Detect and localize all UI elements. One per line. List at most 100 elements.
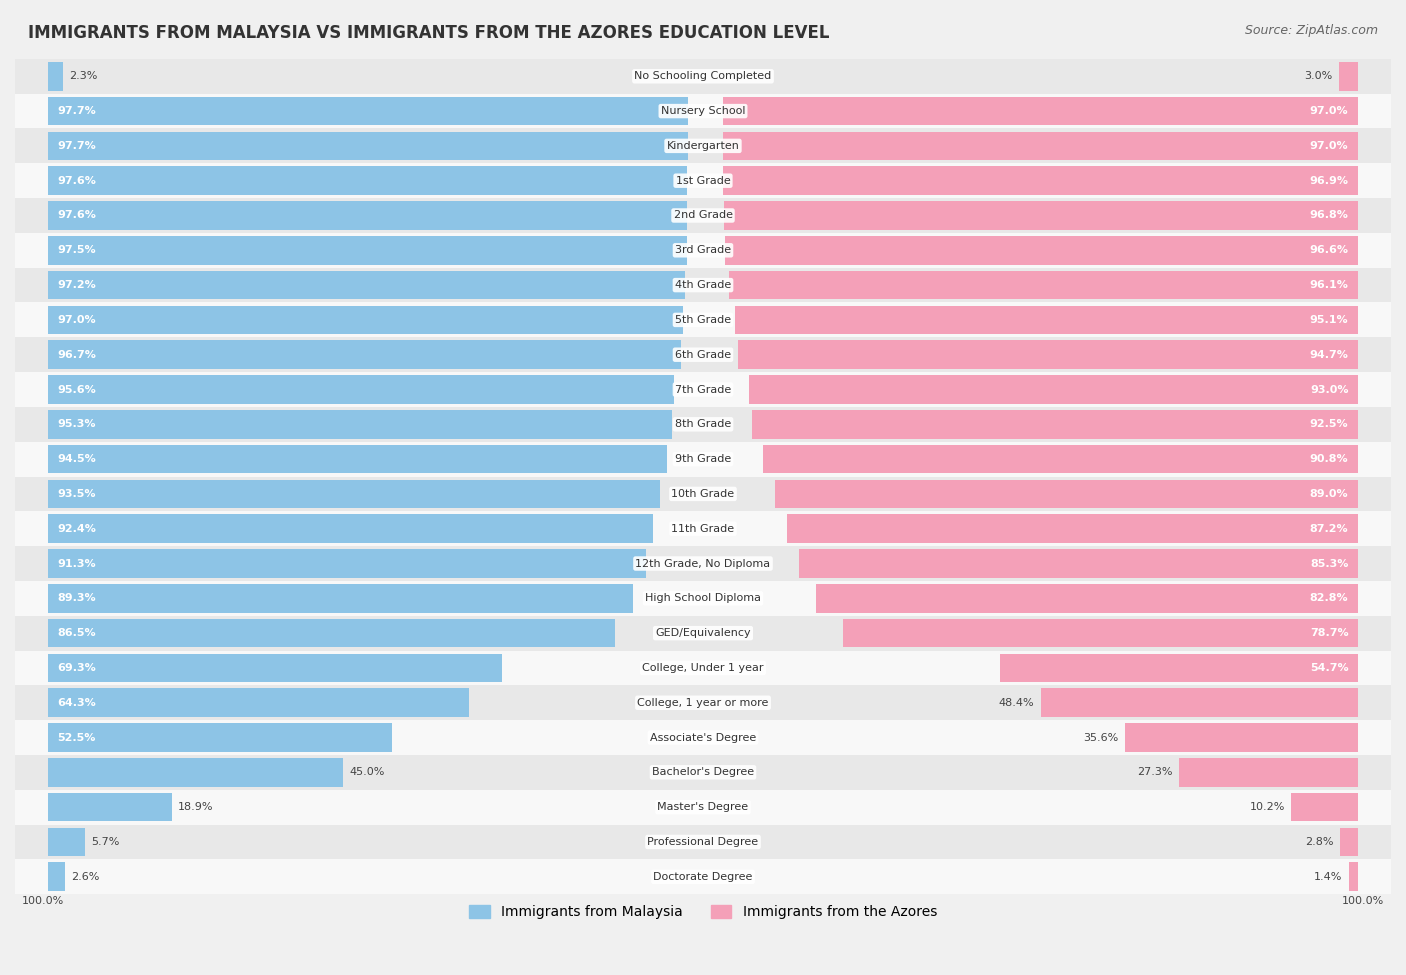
Text: 10th Grade: 10th Grade <box>672 488 734 499</box>
Bar <box>48 549 645 578</box>
Bar <box>787 515 1358 543</box>
Text: 52.5%: 52.5% <box>58 732 96 743</box>
Bar <box>15 721 1391 755</box>
Text: 5.7%: 5.7% <box>91 837 120 847</box>
Text: 97.2%: 97.2% <box>58 280 97 291</box>
Bar <box>15 546 1391 581</box>
Bar <box>15 94 1391 129</box>
Bar <box>48 828 86 856</box>
Bar <box>815 584 1358 612</box>
Bar <box>725 236 1358 264</box>
Bar <box>48 236 686 264</box>
Bar <box>15 337 1391 372</box>
Text: 100.0%: 100.0% <box>21 896 63 906</box>
Bar <box>738 340 1358 369</box>
Bar <box>48 863 65 891</box>
Bar <box>48 167 688 195</box>
Text: 89.3%: 89.3% <box>58 594 96 604</box>
Text: 4th Grade: 4th Grade <box>675 280 731 291</box>
Legend: Immigrants from Malaysia, Immigrants from the Azores: Immigrants from Malaysia, Immigrants fro… <box>464 900 942 925</box>
Text: 12th Grade, No Diploma: 12th Grade, No Diploma <box>636 559 770 568</box>
Text: Nursery School: Nursery School <box>661 106 745 116</box>
Text: IMMIGRANTS FROM MALAYSIA VS IMMIGRANTS FROM THE AZORES EDUCATION LEVEL: IMMIGRANTS FROM MALAYSIA VS IMMIGRANTS F… <box>28 24 830 42</box>
Bar <box>15 616 1391 650</box>
Text: 10.2%: 10.2% <box>1250 802 1285 812</box>
Bar <box>15 233 1391 268</box>
Text: 94.5%: 94.5% <box>58 454 97 464</box>
Text: 97.7%: 97.7% <box>58 106 97 116</box>
Bar <box>48 132 688 160</box>
Bar <box>723 132 1358 160</box>
Text: 5th Grade: 5th Grade <box>675 315 731 325</box>
Text: 54.7%: 54.7% <box>1310 663 1348 673</box>
Text: 92.5%: 92.5% <box>1310 419 1348 429</box>
Text: 96.8%: 96.8% <box>1309 211 1348 220</box>
Bar <box>15 859 1391 894</box>
Bar <box>48 62 63 91</box>
Bar <box>15 198 1391 233</box>
Text: 78.7%: 78.7% <box>1310 628 1348 638</box>
Bar <box>1291 793 1358 821</box>
Text: 91.3%: 91.3% <box>58 559 96 568</box>
Bar <box>763 445 1358 474</box>
Bar <box>723 167 1358 195</box>
Text: 2nd Grade: 2nd Grade <box>673 211 733 220</box>
Text: 89.0%: 89.0% <box>1310 488 1348 499</box>
Bar <box>735 305 1358 334</box>
Bar <box>48 480 661 508</box>
Text: 90.8%: 90.8% <box>1310 454 1348 464</box>
Text: 82.8%: 82.8% <box>1310 594 1348 604</box>
Text: Master's Degree: Master's Degree <box>658 802 748 812</box>
Bar <box>15 790 1391 825</box>
Bar <box>48 340 682 369</box>
Bar <box>724 201 1358 230</box>
Bar <box>15 477 1391 511</box>
Text: 86.5%: 86.5% <box>58 628 96 638</box>
Text: 92.4%: 92.4% <box>58 524 97 533</box>
Bar <box>15 581 1391 616</box>
Bar <box>48 515 654 543</box>
Bar <box>15 650 1391 685</box>
Text: Doctorate Degree: Doctorate Degree <box>654 872 752 881</box>
Text: 69.3%: 69.3% <box>58 663 97 673</box>
Text: Bachelor's Degree: Bachelor's Degree <box>652 767 754 777</box>
Bar <box>48 759 343 787</box>
Text: 85.3%: 85.3% <box>1310 559 1348 568</box>
Bar <box>15 685 1391 721</box>
Bar <box>749 375 1358 404</box>
Text: 97.7%: 97.7% <box>58 140 97 151</box>
Text: 3.0%: 3.0% <box>1303 71 1331 81</box>
Bar <box>1350 863 1358 891</box>
Text: No Schooling Completed: No Schooling Completed <box>634 71 772 81</box>
Text: 9th Grade: 9th Grade <box>675 454 731 464</box>
Bar <box>15 442 1391 477</box>
Text: 2.3%: 2.3% <box>69 71 98 81</box>
Text: Kindergarten: Kindergarten <box>666 140 740 151</box>
Text: GED/Equivalency: GED/Equivalency <box>655 628 751 638</box>
Text: 93.5%: 93.5% <box>58 488 96 499</box>
Text: 97.0%: 97.0% <box>1310 106 1348 116</box>
Bar <box>752 410 1358 439</box>
Bar <box>15 755 1391 790</box>
Bar <box>48 305 683 334</box>
Bar <box>48 584 633 612</box>
Bar <box>1339 62 1358 91</box>
Bar <box>15 407 1391 442</box>
Text: 93.0%: 93.0% <box>1310 384 1348 395</box>
Text: 1st Grade: 1st Grade <box>676 176 730 185</box>
Bar <box>1180 759 1358 787</box>
Text: 96.6%: 96.6% <box>1309 246 1348 255</box>
Text: High School Diploma: High School Diploma <box>645 594 761 604</box>
Bar <box>48 271 685 299</box>
Text: 95.6%: 95.6% <box>58 384 97 395</box>
Text: 7th Grade: 7th Grade <box>675 384 731 395</box>
Bar <box>15 372 1391 407</box>
Text: College, 1 year or more: College, 1 year or more <box>637 698 769 708</box>
Bar <box>1125 723 1358 752</box>
Text: Source: ZipAtlas.com: Source: ZipAtlas.com <box>1244 24 1378 37</box>
Text: 96.7%: 96.7% <box>58 350 97 360</box>
Bar <box>15 163 1391 198</box>
Text: 2.8%: 2.8% <box>1305 837 1333 847</box>
Bar <box>48 653 502 682</box>
Bar <box>15 129 1391 163</box>
